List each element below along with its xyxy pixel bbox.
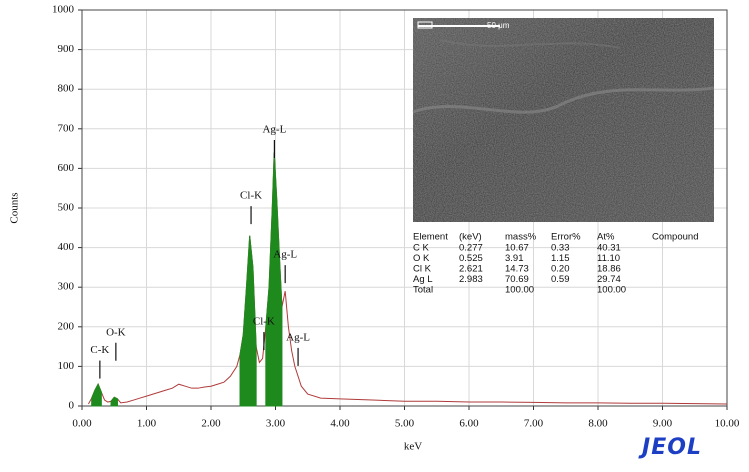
y-tick-label: 800: [58, 83, 75, 95]
y-tick-label: 100: [58, 360, 75, 372]
y-tick-label: 400: [58, 241, 75, 253]
table-cell: 3.91: [505, 253, 524, 264]
x-tick-label: 3.00: [266, 418, 286, 430]
table-header: Element: [413, 232, 448, 243]
peak-label: Ag-L: [286, 331, 310, 343]
y-tick-label: 0: [69, 400, 75, 412]
x-tick-label: 0.00: [72, 418, 92, 430]
table-cell: 2.983: [459, 274, 483, 285]
y-tick-label: 200: [58, 320, 75, 332]
x-tick-label: 4.00: [330, 418, 350, 430]
table-cell: 18.86: [597, 264, 621, 275]
peak-label: Ag-L: [273, 249, 297, 261]
y-tick-label: 300: [58, 281, 75, 293]
table-cell: 29.74: [597, 274, 621, 285]
scale-label: 50 μm: [487, 21, 510, 30]
table-cell: 40.31: [597, 243, 621, 254]
logo: JEOL: [638, 435, 702, 460]
y-tick-label: 900: [58, 43, 75, 55]
peak-label: Ag-L: [262, 124, 286, 136]
plot-frame: [81, 9, 728, 407]
table-cell: C K: [413, 243, 430, 254]
table-cell: 2.621: [459, 264, 483, 275]
y-tick-label: 1000: [52, 4, 75, 16]
scale-bar-box: [417, 21, 433, 29]
table-cell: 11.10: [597, 253, 620, 264]
x-tick-label: 8.00: [588, 418, 608, 430]
result-table: Element (keV) mass% Error% At% Compound C K 0.2…: [413, 232, 698, 296]
table-cell: 0.525: [459, 253, 483, 264]
table-cell: Ag L: [413, 274, 433, 285]
peak-label: Cl-K: [253, 316, 275, 328]
peak-label: O-K: [106, 326, 126, 338]
table-header: Compound: [652, 232, 698, 243]
x-tick-label: 7.00: [524, 418, 544, 430]
table-cell: Total: [413, 285, 433, 296]
table-cell: 0.59: [551, 274, 570, 285]
peak-area: [91, 152, 283, 407]
x-tick-label: 1.00: [137, 418, 157, 430]
table-header: At%: [597, 232, 615, 243]
peak-label: C-K: [90, 344, 109, 356]
table-cell: 100.00: [505, 285, 534, 296]
table-header: (keV): [459, 232, 482, 243]
table-cell: 0.33: [551, 243, 570, 254]
table-cell: 70.69: [505, 274, 529, 285]
x-tick-label: 10.00: [715, 418, 740, 430]
table-header: mass%: [505, 232, 537, 243]
table-cell: Cl K: [413, 264, 432, 275]
sem-image-ridge: [439, 39, 621, 49]
x-tick-label: 6.00: [459, 418, 479, 430]
table-cell: 0.20: [551, 264, 570, 275]
x-tick-label: 2.00: [201, 418, 221, 430]
y-tick-label: 600: [58, 162, 75, 174]
x-axis-label: keV: [404, 441, 422, 453]
table-cell: 0.277: [459, 243, 483, 254]
y-tick-label: 700: [58, 122, 75, 134]
sem-image-ridge: [412, 86, 715, 114]
table-header: Error%: [551, 232, 581, 243]
table-cell: 14.73: [505, 264, 529, 275]
sem-image-texture: [413, 18, 714, 222]
x-tick-label: 9.00: [653, 418, 673, 430]
table-cell: 100.00: [597, 285, 626, 296]
y-axis-label: Counts: [9, 192, 21, 223]
table-cell: 1.15: [551, 253, 570, 264]
table-cell: O K: [413, 253, 430, 264]
sem-image: 50 μm: [412, 18, 715, 222]
table-cell: 10.67: [505, 243, 529, 254]
x-tick-label: 5.00: [395, 418, 415, 430]
peak-label: Cl-K: [240, 190, 262, 202]
y-tick-label: 500: [58, 202, 75, 214]
